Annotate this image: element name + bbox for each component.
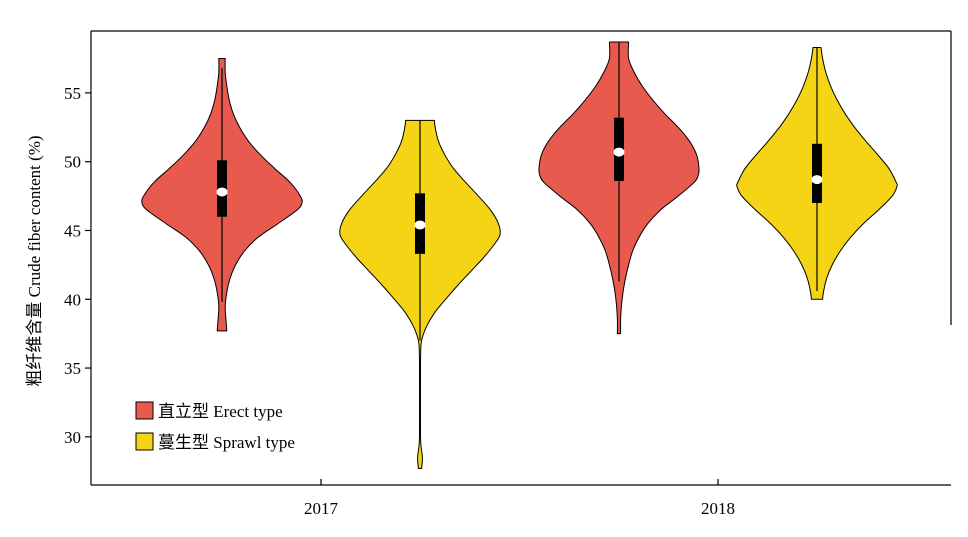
y-tick-label: 45 xyxy=(64,221,81,240)
y-tick-label: 30 xyxy=(64,428,81,447)
x-tick-label: 2018 xyxy=(701,499,735,518)
legend-swatch-sprawl xyxy=(135,432,154,451)
legend-swatch-erect xyxy=(135,401,154,420)
violin-sprawl-2017 xyxy=(339,119,501,469)
legend-label-erect: 直立型 Erect type xyxy=(158,402,283,421)
median-marker xyxy=(216,187,228,197)
median-marker xyxy=(811,175,823,185)
legend-label-sprawl: 蔓生型 Sprawl type xyxy=(158,433,295,452)
y-tick-label: 55 xyxy=(64,84,81,103)
legend: 直立型 Erect type 蔓生型 Sprawl type xyxy=(135,401,295,452)
median-marker xyxy=(613,147,625,157)
violin-erect-2018 xyxy=(538,41,700,335)
y-axis-label: 粗纤维含量 Crude fiber content (%) xyxy=(25,135,44,386)
iqr-box xyxy=(812,143,822,203)
median-marker xyxy=(414,220,426,230)
x-tick-label: 2017 xyxy=(304,499,339,518)
y-tick-label: 50 xyxy=(64,153,81,172)
y-tick-label: 40 xyxy=(64,290,81,309)
violin-erect-2017 xyxy=(141,58,303,332)
violins xyxy=(141,41,898,469)
violin-sprawl-2018 xyxy=(736,47,898,300)
y-tick-label: 35 xyxy=(64,359,81,378)
axes: 30 35 40 45 50 55 2017 2018 xyxy=(64,30,952,518)
